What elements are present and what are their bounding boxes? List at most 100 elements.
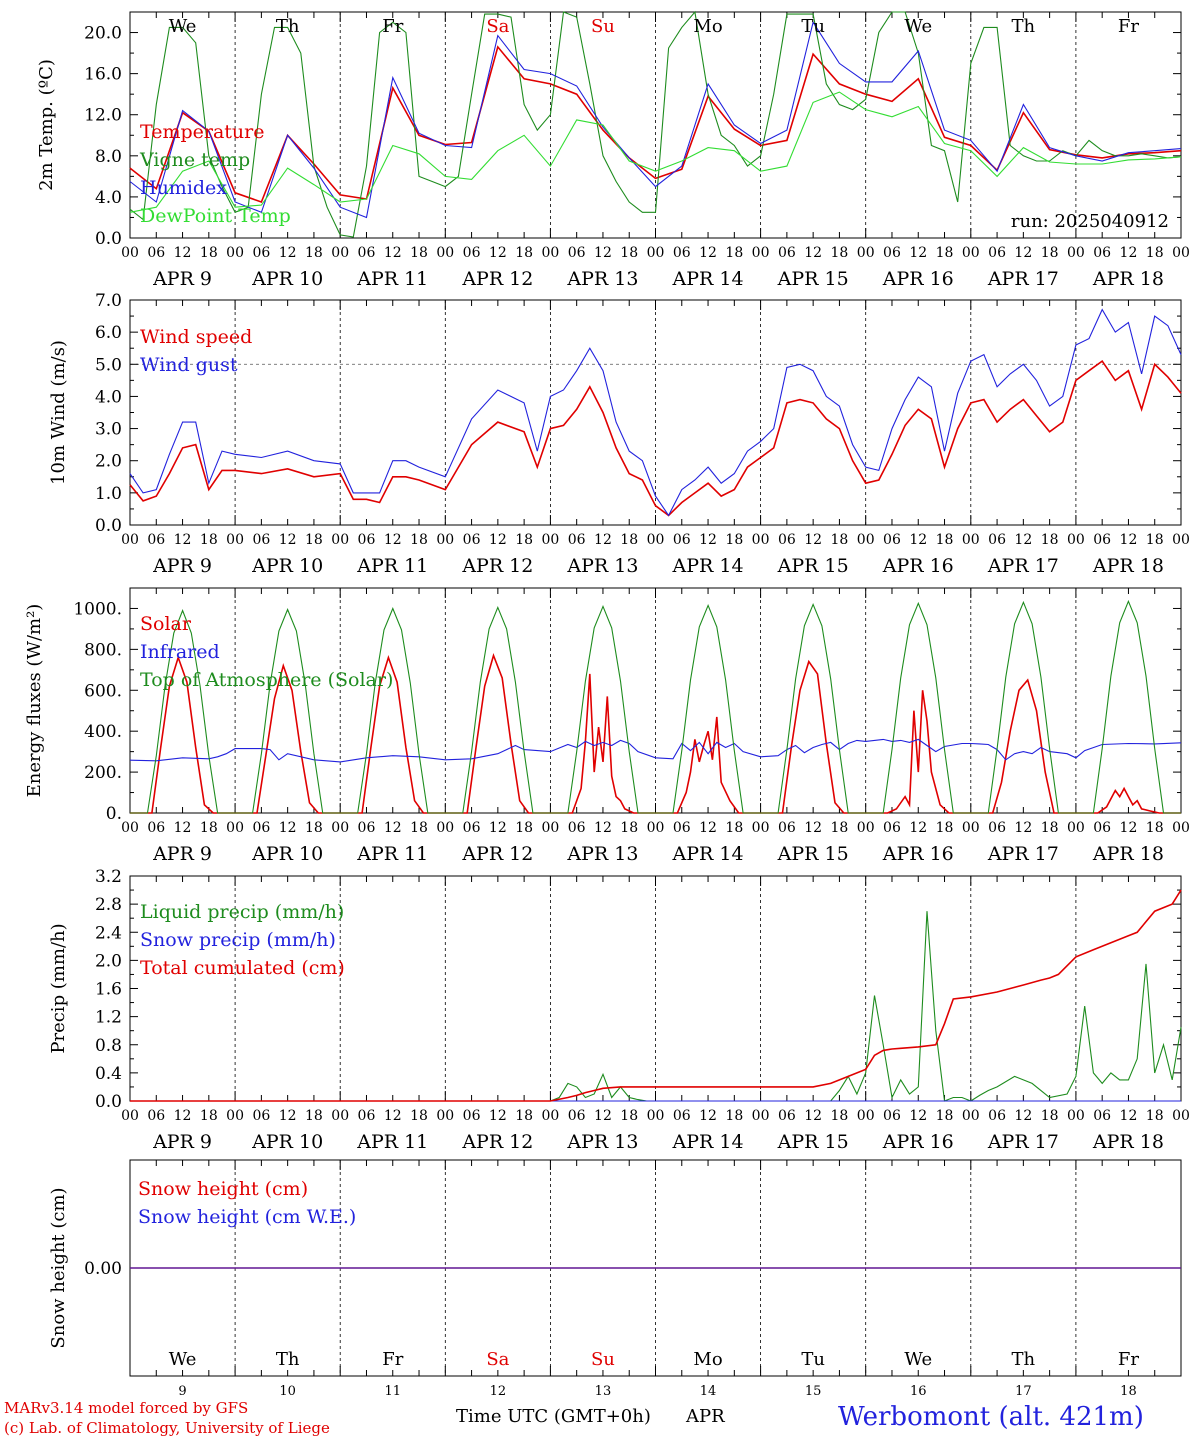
series-line [129,10,1182,238]
date-label: APR 13 [566,843,638,865]
hour-tick-label: 06 [1093,820,1111,836]
hour-tick-label: 12 [909,245,927,261]
hour-tick-label: 18 [1146,1108,1164,1124]
hour-tick-label: 00 [541,1108,559,1124]
day-number-label: 14 [700,1384,717,1399]
hour-tick-label: 18 [831,245,849,261]
hour-tick-label: 06 [778,1108,796,1124]
date-label: APR 9 [152,843,212,865]
y-tick-label: 1.2 [95,1008,122,1028]
y-tick-label: 7.0 [95,291,122,311]
hour-tick-label: 18 [305,1108,323,1124]
hour-tick-label: 00 [121,820,139,836]
hour-tick-label: 06 [1093,532,1111,548]
hour-tick-label: 18 [200,245,218,261]
hour-tick-label: 06 [883,245,901,261]
hour-tick-label: 18 [725,532,743,548]
date-label: APR 10 [251,1131,323,1153]
hour-tick-label: 18 [305,820,323,836]
y-tick-label: 2.4 [95,923,122,943]
y-tick-label: 20.0 [84,24,122,44]
hour-tick-label: 00 [541,245,559,261]
date-label: APR 13 [566,268,638,290]
hour-tick-label: 06 [252,820,270,836]
date-label: APR 16 [882,268,954,290]
hour-tick-label: 00 [647,245,665,261]
hour-tick-label: 12 [1120,245,1138,261]
hour-tick-label: 18 [410,1108,428,1124]
legend-entry: Solar [140,613,192,635]
hour-tick-label: 00 [436,1108,454,1124]
hour-tick-label: 12 [1120,532,1138,548]
hour-tick-label: 18 [1041,245,1059,261]
y-tick-label: 0.0 [95,1092,122,1112]
date-label: APR 13 [566,555,638,577]
hour-tick-label: 12 [1014,820,1032,836]
hour-tick-label: 06 [252,1108,270,1124]
run-label: run: 2025040912 [1011,211,1169,232]
date-label: APR 18 [1092,268,1164,290]
weekday-label: We [169,1349,197,1370]
hour-tick-label: 00 [752,245,770,261]
series-line [129,91,1182,213]
hour-tick-label: 00 [1172,245,1190,261]
date-label: APR 9 [152,268,212,290]
date-label: APR 14 [672,555,744,577]
hour-tick-label: 06 [778,532,796,548]
y-tick-label: 2.0 [95,951,122,971]
panel-frame [129,587,1182,814]
hour-tick-label: 12 [1120,820,1138,836]
hour-tick-label: 00 [226,532,244,548]
hour-tick-label: 18 [515,532,533,548]
hour-tick-label: 18 [725,1108,743,1124]
y-tick-label: 5.0 [95,355,122,375]
date-label: APR 13 [566,1131,638,1153]
weekday-label: Th [1012,1349,1036,1370]
hour-tick-label: 12 [174,245,192,261]
hour-tick-label: 12 [279,820,297,836]
hour-tick-label: 06 [252,245,270,261]
y-tick-label: 6.0 [95,323,122,343]
day-number-label: 13 [595,1384,612,1399]
hour-tick-label: 00 [121,245,139,261]
date-label: APR 11 [356,843,428,865]
date-label: APR 15 [777,1131,849,1153]
hour-tick-label: 12 [279,1108,297,1124]
legend-entry: Snow precip (mm/h) [140,929,336,951]
legend-entry: Snow height (cm) [138,1178,308,1200]
series-line [129,45,1182,204]
day-number-label: 10 [279,1384,296,1399]
hour-tick-label: 00 [541,532,559,548]
date-label: APR 9 [152,1131,212,1153]
day-number-label: 15 [805,1384,822,1399]
date-label: APR 11 [356,555,428,577]
station-name: Werbomont (alt. 421m) [838,1402,1144,1432]
y-axis-label: Precip (mm/h) [48,923,69,1053]
series-line [129,20,1182,219]
hour-tick-label: 12 [594,245,612,261]
date-label: APR 12 [461,268,533,290]
hour-tick-label: 00 [962,532,980,548]
hour-tick-label: 00 [1172,820,1190,836]
hour-tick-label: 12 [909,820,927,836]
hour-tick-label: 00 [121,1108,139,1124]
hour-tick-label: 00 [1067,1108,1085,1124]
hour-tick-label: 00 [1172,1108,1190,1124]
weekday-label: We [904,16,932,37]
weekday-label: Mo [693,16,722,37]
hour-tick-label: 00 [331,245,349,261]
hour-tick-label: 18 [936,1108,954,1124]
date-label: APR 16 [882,1131,954,1153]
hour-tick-label: 06 [568,245,586,261]
hour-tick-label: 06 [358,820,376,836]
hour-tick-label: 00 [226,1108,244,1124]
hour-tick-label: 12 [909,532,927,548]
y-tick-label: 0. [106,804,122,824]
y-tick-label: 4.0 [95,387,122,407]
hour-tick-label: 12 [279,532,297,548]
hour-tick-label: 00 [857,820,875,836]
y-tick-label: 2.8 [95,895,122,915]
hour-tick-label: 06 [463,245,481,261]
y-tick-label: 600. [84,681,122,701]
